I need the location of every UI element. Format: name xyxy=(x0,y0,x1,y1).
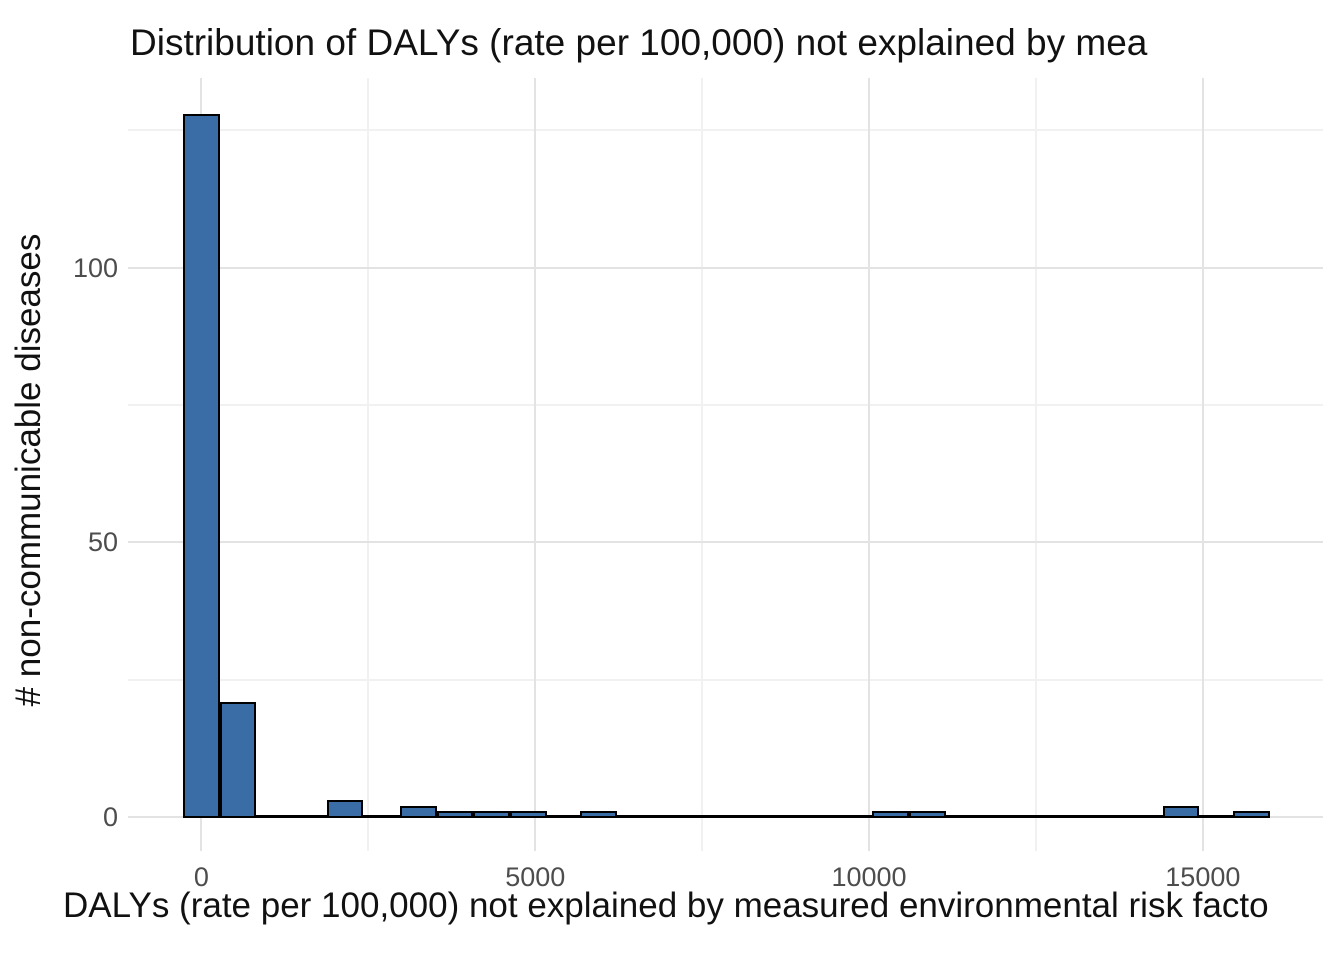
x-major-gridline xyxy=(868,78,871,851)
y-tick-label: 100 xyxy=(72,252,118,283)
x-minor-gridline xyxy=(701,78,704,851)
histogram-bar xyxy=(183,113,220,819)
x-major-gridline xyxy=(534,78,537,851)
chart-title: Distribution of DALYs (rate per 100,000)… xyxy=(130,22,1148,63)
histogram-bar xyxy=(473,811,511,819)
histogram-bar xyxy=(219,701,257,819)
histogram-bar xyxy=(1232,811,1270,819)
x-minor-gridline xyxy=(367,78,370,851)
plot-panel: 0 5000 10000 15000 0 50 100 xyxy=(73,78,1323,892)
histogram-bar xyxy=(326,800,364,819)
histogram-bar xyxy=(1162,805,1200,819)
histogram-bar xyxy=(872,811,910,819)
histogram-bar xyxy=(436,811,474,819)
x-major-gridline xyxy=(1201,78,1204,851)
y-minor-gridline xyxy=(128,129,1323,132)
y-major-gridline xyxy=(128,541,1323,544)
x-tick-label: 15000 xyxy=(1165,862,1241,892)
y-minor-gridline xyxy=(128,678,1323,681)
histogram-bar xyxy=(510,811,547,819)
y-tick-label: 0 xyxy=(102,801,118,832)
histogram-bar xyxy=(400,805,437,819)
x-axis-title: DALYs (rate per 100,000) not explained b… xyxy=(63,886,1269,925)
x-tick-label: 10000 xyxy=(831,862,907,892)
x-tick-label: 5000 xyxy=(505,862,566,892)
x-minor-gridline xyxy=(1034,78,1037,851)
y-axis-title: # non-communicable diseases xyxy=(9,233,48,707)
histogram-bar xyxy=(580,811,617,819)
x-tick-label: 0 xyxy=(193,862,209,892)
histogram-bar xyxy=(909,811,946,819)
y-major-gridline xyxy=(128,266,1323,269)
zero-baseline xyxy=(183,815,1270,819)
y-minor-gridline xyxy=(128,403,1323,406)
y-tick-label: 50 xyxy=(87,527,118,558)
